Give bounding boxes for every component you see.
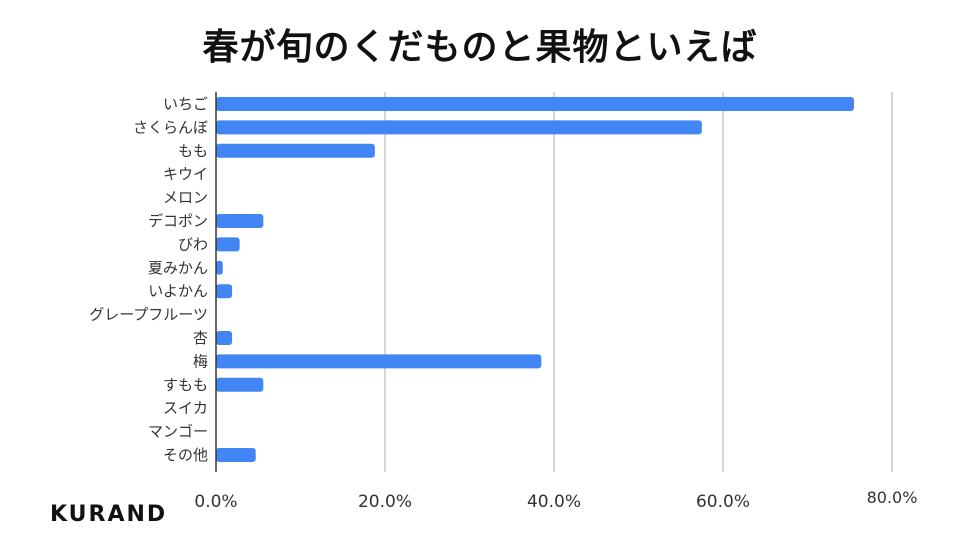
- category-label: メロン: [163, 189, 208, 207]
- x-tick-label: 60.0%: [696, 492, 750, 512]
- bars: [216, 97, 854, 462]
- category-label: もも: [178, 142, 208, 160]
- bar: [216, 237, 240, 252]
- x-tick-label: 20.0%: [358, 492, 412, 512]
- category-label: びわ: [178, 235, 208, 253]
- category-label: さくらんぼ: [133, 118, 208, 136]
- category-label: スイカ: [163, 399, 208, 417]
- category-label: いちご: [163, 95, 208, 113]
- x-tick-label: 0.0%: [194, 492, 237, 512]
- x-tick-label: 40.0%: [527, 492, 581, 512]
- bar: [216, 354, 542, 369]
- bar: [216, 120, 702, 135]
- category-label: グレープフルーツ: [89, 306, 208, 324]
- category-label: デコポン: [148, 212, 208, 230]
- category-label: その他: [163, 446, 208, 464]
- category-label: キウイ: [163, 165, 208, 183]
- bar: [216, 97, 854, 111]
- bar: [216, 214, 264, 228]
- bar: [216, 260, 223, 275]
- category-label: すもも: [163, 376, 208, 394]
- category-labels: いちごさくらんぼももキウイメロンデコポンびわ夏みかんいよかんグレープフルーツ杏梅…: [89, 95, 208, 464]
- bar: [216, 284, 233, 299]
- category-label: 梅: [193, 352, 208, 370]
- bar: [216, 331, 233, 345]
- chart-title: 春が旬のくだものと果物といえば: [202, 27, 758, 68]
- category-label: マンゴー: [148, 423, 208, 441]
- category-label: いよかん: [148, 282, 208, 300]
- brand-logo: KURAND: [50, 502, 168, 527]
- grid-lines: [384, 92, 893, 472]
- bar: [216, 377, 264, 392]
- category-label: 杏: [193, 329, 208, 347]
- x-tick-labels: 0.0% 20.0% 40.0% 60.0% 80.0%: [194, 488, 917, 512]
- category-label: 夏みかん: [148, 259, 208, 277]
- bar: [216, 143, 375, 158]
- bar: [216, 448, 256, 462]
- x-tick-label: 80.0%: [867, 488, 918, 507]
